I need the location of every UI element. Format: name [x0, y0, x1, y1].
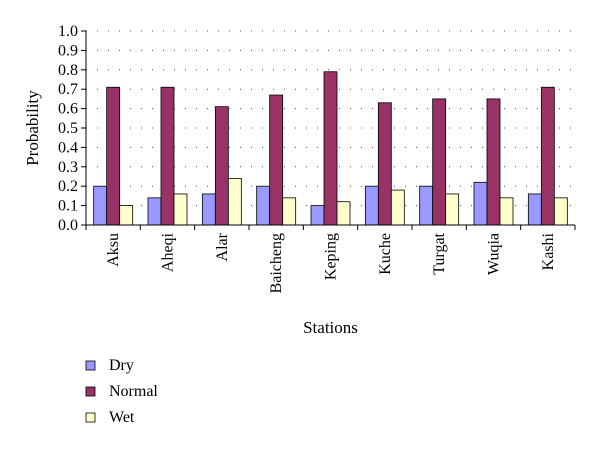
bar-wet-keping	[336, 201, 351, 226]
y-tick-label: 0.9	[58, 42, 78, 59]
x-tick-label: Wuqia	[486, 233, 503, 275]
y-tick-label: 0.5	[58, 120, 78, 137]
bar-wet-kashi	[553, 197, 568, 226]
bar-dry-keping	[310, 205, 325, 226]
bar-normal-keping	[323, 71, 338, 226]
bar-dry-wuqia	[473, 181, 488, 226]
bar-wet-aheqi	[173, 193, 188, 226]
legend-label-wet: Wet	[109, 409, 135, 426]
bar-normal-aksu	[106, 86, 121, 226]
bar-dry-baicheng	[256, 185, 271, 226]
bar-wet-kuche	[390, 189, 405, 226]
y-tick-label: 0.6	[58, 101, 78, 118]
x-tick-label: Baicheng	[268, 233, 285, 293]
y-tick-label: 0.8	[58, 62, 78, 79]
bar-dry-aksu	[93, 185, 108, 226]
bar-wet-aksu	[119, 205, 134, 226]
x-tick-labels: Aksu Aheqi Alar Baicheng Keping Kuche Turgat Wu…	[105, 232, 557, 293]
y-tick-label: 0.7	[58, 81, 78, 98]
x-tick-label: Kashi	[540, 232, 557, 270]
bar-dry-turgat	[419, 185, 434, 226]
y-tick-labels: 0.0 0.1 0.2 0.3 0.4 0.5 0.6 0.7 0.8 0.9 1.0	[58, 23, 78, 234]
legend-label-dry: Dry	[109, 357, 134, 374]
x-tick-label: Keping	[323, 233, 340, 280]
bar-wet-alar	[227, 178, 242, 226]
y-tick-label: 0.1	[58, 198, 78, 215]
bar-normal-baicheng	[269, 94, 284, 226]
x-tick-label: Aheqi	[160, 232, 177, 272]
bar-normal-aheqi	[160, 86, 175, 226]
legend-label-normal: Normal	[109, 383, 158, 400]
legend-swatch-dry	[85, 360, 96, 371]
bar-normal-wuqia	[486, 98, 501, 226]
y-tick-label: 0.4	[58, 139, 78, 156]
bar-wet-turgat	[445, 193, 460, 226]
legend-swatch-wet	[85, 412, 96, 423]
y-axis-title: Probability	[23, 90, 42, 166]
bar-dry-alar	[201, 193, 216, 226]
bar-wet-wuqia	[499, 197, 514, 226]
bar-normal-kuche	[377, 102, 392, 226]
bar-dry-kashi	[527, 193, 542, 226]
bar-dry-kuche	[364, 185, 379, 226]
bars	[93, 71, 568, 226]
axes	[81, 30, 576, 230]
y-tick-label: 0.2	[58, 178, 78, 195]
y-tick-label: 0.0	[58, 217, 78, 234]
legend-swatch-normal	[85, 386, 96, 397]
legend: Dry Normal Wet	[85, 357, 158, 426]
x-tick-label: Alar	[214, 232, 231, 261]
bar-normal-turgat	[432, 98, 447, 226]
y-tick-label: 0.3	[58, 159, 78, 176]
bar-wet-baicheng	[282, 197, 297, 226]
bar-normal-kashi	[540, 86, 555, 226]
y-tick-label: 1.0	[58, 23, 78, 40]
x-tick-label: Kuche	[377, 233, 394, 275]
bar-normal-alar	[214, 106, 229, 226]
x-tick-label: Aksu	[105, 233, 122, 267]
x-tick-label: Turgat	[431, 232, 448, 274]
bar-dry-aheqi	[147, 197, 162, 226]
x-axis-title: Stations	[303, 318, 358, 337]
